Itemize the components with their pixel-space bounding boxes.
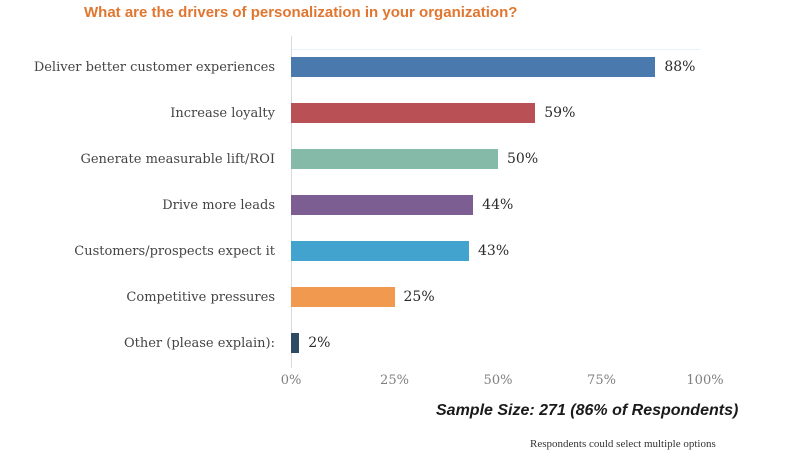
sample-size-note: Sample Size: 271 (86% of Respondents): [436, 402, 739, 419]
chart-rows: Deliver better customer experiences 88% In…: [0, 44, 800, 366]
chart-row: Competitive pressures 25%: [0, 274, 800, 320]
bar: [291, 333, 300, 353]
chart-row: Other (please explain): 2%: [0, 320, 800, 366]
value-label: 59%: [544, 105, 576, 121]
chart-row: Drive more leads 44%: [0, 182, 800, 228]
bar-track: 2%: [291, 333, 705, 353]
x-tick-label: 100%: [686, 373, 724, 388]
x-axis-ticks: 0% 25% 50% 75% 100%: [281, 373, 724, 389]
bar: [291, 57, 656, 77]
chart-row: Customers/prospects expect it 43%: [0, 228, 800, 274]
bar: [291, 149, 498, 169]
plot-top-border: [292, 49, 700, 50]
bar: [291, 195, 474, 215]
value-label: 44%: [482, 197, 514, 213]
bar: [291, 241, 470, 261]
category-label: Other (please explain):: [123, 335, 275, 351]
bar-track: 59%: [291, 103, 705, 123]
chart-row: Increase loyalty 59%: [0, 90, 800, 136]
bar-track: 44%: [291, 195, 705, 215]
value-label: 2%: [308, 335, 331, 351]
category-label: Increase loyalty: [170, 105, 275, 121]
bar-track: 88%: [291, 57, 705, 77]
x-tick-label: 25%: [380, 373, 409, 388]
bar: [291, 103, 536, 123]
category-label: Generate measurable lift/ROI: [80, 151, 275, 167]
value-label: 50%: [507, 151, 539, 167]
footnote: Respondents could select multiple option…: [530, 438, 716, 450]
bar-track: 43%: [291, 241, 705, 261]
x-tick-label: 50%: [483, 373, 513, 388]
value-label: 88%: [664, 59, 696, 75]
category-label: Competitive pressures: [126, 289, 275, 305]
value-label: 43%: [478, 243, 510, 259]
chart-row: Generate measurable lift/ROI 50%: [0, 136, 800, 182]
x-tick-label: 75%: [587, 373, 616, 388]
bar-track: 50%: [291, 149, 705, 169]
category-label: Customers/prospects expect it: [74, 243, 275, 259]
chart-title: What are the drivers of personalization …: [84, 4, 518, 21]
value-label: 25%: [403, 289, 435, 305]
x-tick-label: 0%: [280, 373, 302, 388]
category-label: Deliver better customer experiences: [33, 59, 275, 75]
chart-row: Deliver better customer experiences 88%: [0, 44, 800, 90]
bar: [291, 287, 395, 307]
bar-track: 25%: [291, 287, 705, 307]
category-label: Drive more leads: [162, 197, 275, 213]
